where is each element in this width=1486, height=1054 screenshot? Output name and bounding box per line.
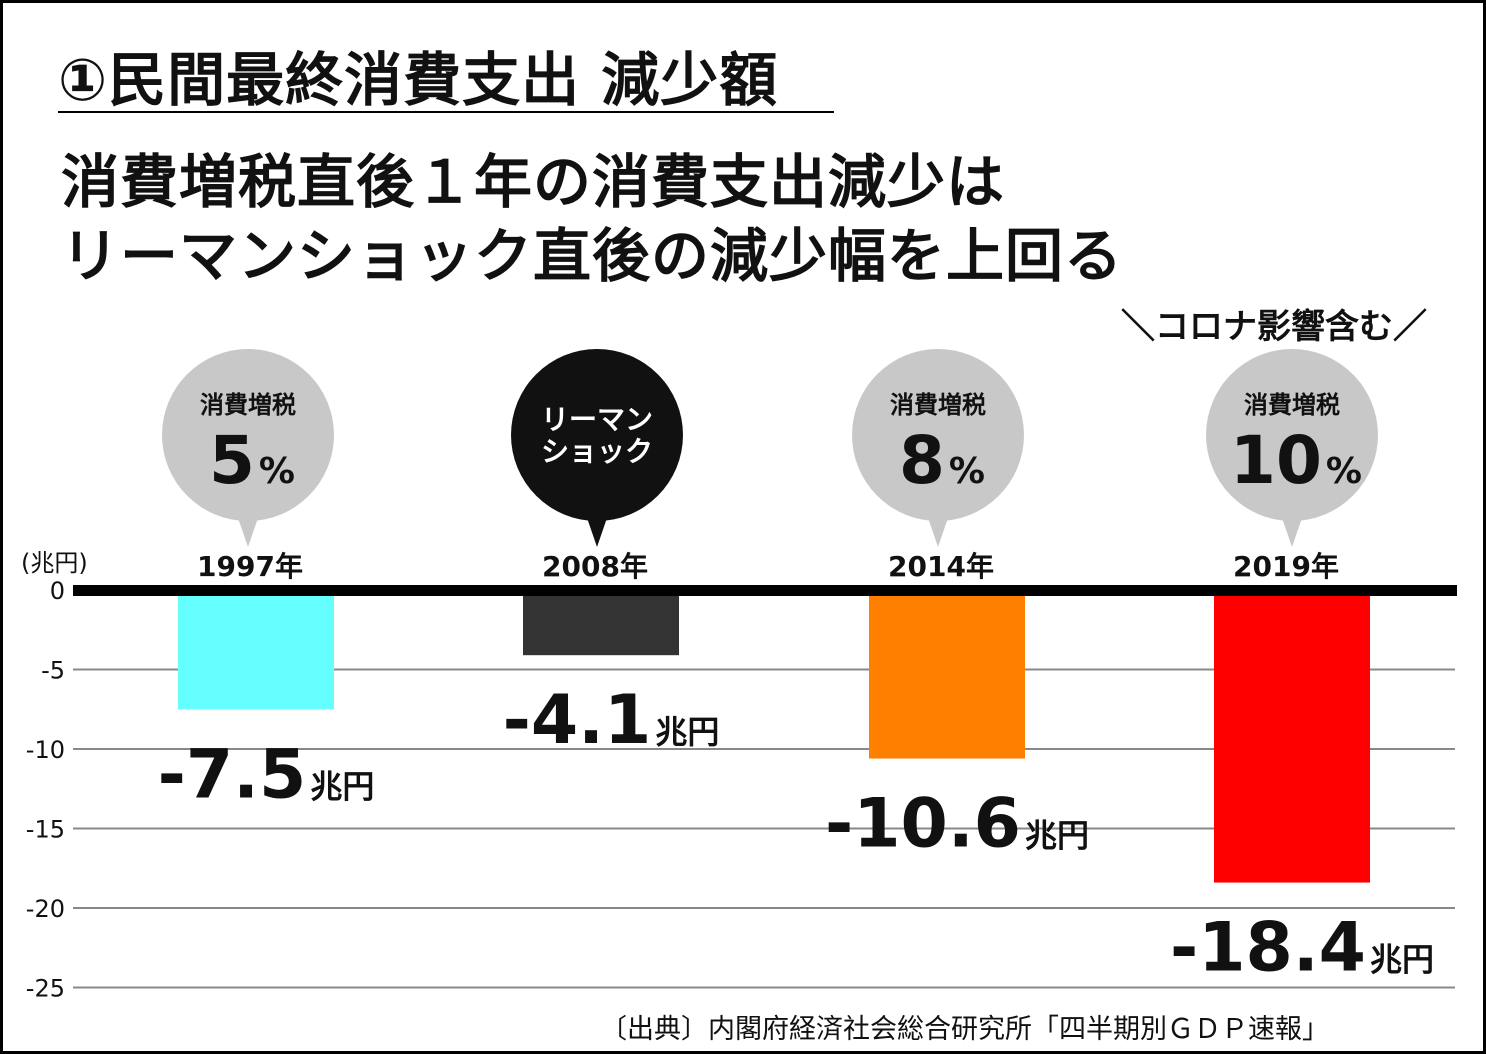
callout-rate-number: 10: [1230, 422, 1322, 499]
y-tick-label: -25: [26, 975, 65, 1003]
subtitle-line-2: リーマンショック直後の減少幅を上回る: [61, 222, 1124, 290]
y-tick-label: -15: [26, 816, 65, 844]
category-label: 2014年: [888, 550, 994, 583]
callout-bubble: [852, 349, 1024, 521]
category-label: 2019年: [1233, 550, 1339, 583]
value-label: -18.4 兆円: [1170, 909, 1434, 988]
bar-1997年: [178, 590, 334, 710]
y-tick-label: -20: [26, 895, 65, 923]
callout-rate-percent: %: [949, 451, 985, 492]
value-unit: 兆円: [310, 767, 374, 805]
value-number: -4.1: [503, 681, 652, 760]
category-label: 1997年: [197, 550, 303, 583]
callout-bubble: [1206, 349, 1378, 521]
value-number: -18.4: [1170, 909, 1366, 988]
bar-2019年: [1214, 590, 1370, 883]
chart-heading: ①民間最終消費支出 減少額: [58, 46, 779, 114]
callout-rate-number: 5: [209, 422, 255, 499]
callout-rate: 5%: [209, 422, 295, 499]
callout-line-1: 消費増税: [200, 391, 296, 419]
callout-line-1: 消費増税: [1244, 391, 1340, 419]
value-unit: 兆円: [1025, 817, 1089, 855]
y-tick-label: 0: [50, 577, 65, 605]
value-unit: 兆円: [655, 713, 719, 751]
callout-pointer: [927, 515, 949, 547]
value-label: -7.5 兆円: [158, 735, 375, 814]
callout-rate: 10%: [1230, 422, 1362, 499]
y-tick-label: -10: [26, 736, 65, 764]
callout-rate-percent: %: [259, 451, 295, 492]
value-number: -10.6: [825, 785, 1021, 864]
zero-baseline: [73, 585, 1457, 596]
y-axis-unit-label: (兆円): [21, 549, 88, 577]
value-label: -10.6 兆円: [825, 785, 1089, 864]
value-unit: 兆円: [1370, 941, 1434, 979]
source-citation: 〔出典〕内閣府経済社会総合研究所「四半期別ＧＤＰ速報」: [600, 1014, 1329, 1045]
callout-bubble: [511, 349, 683, 521]
callout-pointer: [1281, 515, 1303, 547]
callout-rate-number: 8: [899, 422, 945, 499]
value-number: -7.5: [158, 735, 307, 814]
category-label: 2008年: [542, 550, 648, 583]
heading-underline: [58, 111, 834, 113]
callout-rate-percent: %: [1326, 451, 1362, 492]
callout-bubble: [162, 349, 334, 521]
bar-2008年: [523, 590, 679, 656]
bar-2014年: [869, 590, 1025, 759]
callout-line-1: リーマン: [541, 403, 653, 436]
y-tick-label: -5: [41, 657, 65, 685]
subtitle-line-1: 消費増税直後１年の消費支出減少は: [61, 148, 1006, 216]
callout-pointer: [586, 515, 608, 547]
callout-line-2: ショック: [541, 435, 653, 468]
callout-pointer: [237, 515, 259, 547]
callout-rate: 8%: [899, 422, 985, 499]
covid-note: ＼コロナ影響含む／: [1121, 307, 1427, 347]
callout-line-1: 消費増税: [890, 391, 986, 419]
value-label: -4.1 兆円: [503, 681, 720, 760]
